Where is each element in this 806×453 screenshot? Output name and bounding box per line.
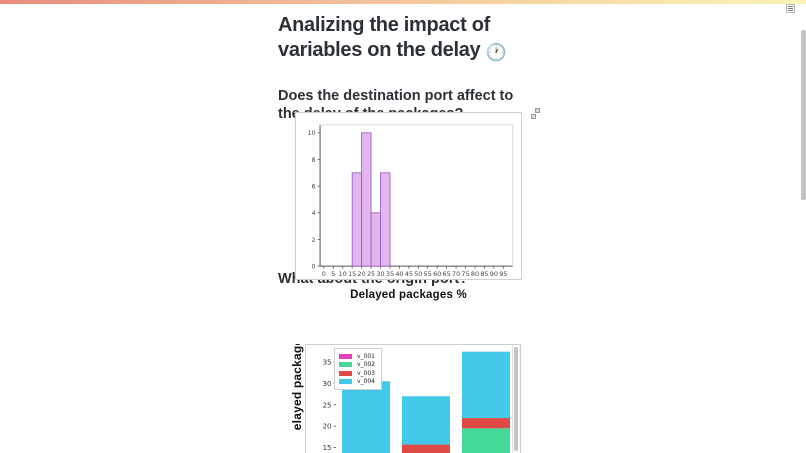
x-tick-label: 55 [424,270,432,278]
x-tick-label: 85 [480,270,488,278]
x-tick-label: 5 [331,270,335,278]
x-tick-label: 65 [443,270,451,278]
x-tick-label: 80 [471,270,479,278]
histogram-bar [380,172,391,267]
legend-item[interactable]: v_004 [339,378,375,385]
legend-label: v_004 [357,377,376,385]
legend-swatch-v003 [339,370,352,376]
chart-output-markers [531,108,543,122]
y-tick-label: 10 [307,129,315,137]
x-tick-label: 95 [499,270,507,278]
y-tick-label: 0 [312,262,316,270]
histogram-bar [361,132,372,267]
page-scrollbar-thumb[interactable] [801,30,806,200]
x-tick-label: 10 [339,270,347,278]
stacked-bar-segment [402,444,450,453]
x-tick-label: 0 [322,270,326,278]
x-tick-label: 50 [414,270,422,278]
legend-item[interactable]: v_003 [339,370,375,377]
legend-swatch-v001 [339,354,352,360]
y-tick-label: 2 [312,236,316,244]
stacked-bar-segment [462,351,510,419]
stacked-bar-segment [402,396,450,445]
histogram-axes [319,124,514,267]
histogram-bar [370,212,381,267]
legend-swatch-v004 [339,378,352,384]
output-marker-icon [531,114,536,119]
x-tick-label: 45 [405,270,413,278]
stacked-bar-svg: 15 20 25 30 35 [323,351,510,453]
y-tick-label: 8 [312,156,316,164]
x-tick-label: 15 [348,270,356,278]
output-marker-icon [535,108,540,113]
hamburger-menu-icon[interactable] [786,4,795,13]
stacked-bar-segment [462,418,510,429]
x-tick-label: 30 [376,270,384,278]
histogram-bar [351,172,363,267]
origin-port-stacked-bar: elayed packages 15 20 25 30 35 v_001 v_002 v… [278,344,528,453]
y-tick-label: 20 [323,423,332,431]
stacked-bar-legend: v_001 v_002 v_003 v_004 [334,348,383,390]
histogram-y-ticks: 0 2 4 6 8 10 [307,129,321,270]
y-tick-label: 4 [312,209,316,217]
stacked-bar-bars [342,351,510,453]
stacked-bar-segment [342,381,390,453]
legend-label: v_002 [357,361,376,369]
page-title: Analizing the impact of variables on the… [278,13,528,65]
x-tick-label: 75 [461,270,469,278]
top-accent-gradient-bar [0,0,806,4]
y-tick-label: 6 [312,182,316,190]
destination-port-histogram: 0 2 4 6 8 10 0 5 10 15 20 25 30 35 40 45 50 55 60 65 70 75 80… [295,112,522,280]
stacked-bar-plot-frame: 15 20 25 30 35 v_001 v_002 v_003 v [305,344,521,453]
y-tick-label: 30 [323,380,332,388]
histogram-x-ticks: 0 5 10 15 20 25 30 35 40 45 50 55 60 65 70 75 80 85 90 95 [322,266,507,278]
legend-item[interactable]: v_002 [339,361,375,368]
x-tick-label: 20 [358,270,366,278]
stacked-bar-segment [462,428,510,453]
x-tick-label: 90 [490,270,498,278]
x-tick-label: 70 [452,270,460,278]
chart-scrollbar-thumb[interactable] [514,347,518,451]
y-tick-label: 25 [323,401,332,409]
page-title-text: Analizing the impact of variables on the… [278,14,490,61]
legend-item[interactable]: v_001 [339,353,375,360]
chart-scrollbar-track[interactable] [512,345,520,453]
stacked-bar-y-axis-label: elayed packages [290,344,305,431]
x-tick-label: 40 [395,270,403,278]
y-tick-label: 15 [323,444,332,452]
x-tick-label: 60 [433,270,441,278]
histogram-x-axis-label: Delayed packages % [350,289,467,301]
page-scrollbar-track[interactable] [800,4,806,453]
legend-label: v_001 [357,353,376,361]
x-tick-label: 35 [386,270,394,278]
legend-label: v_003 [357,369,376,377]
histogram-bars [351,132,391,267]
y-tick-label: 35 [323,358,332,366]
x-tick-label: 25 [367,270,375,278]
legend-swatch-v002 [339,362,352,368]
clock-icon: 🕐 [485,43,507,62]
